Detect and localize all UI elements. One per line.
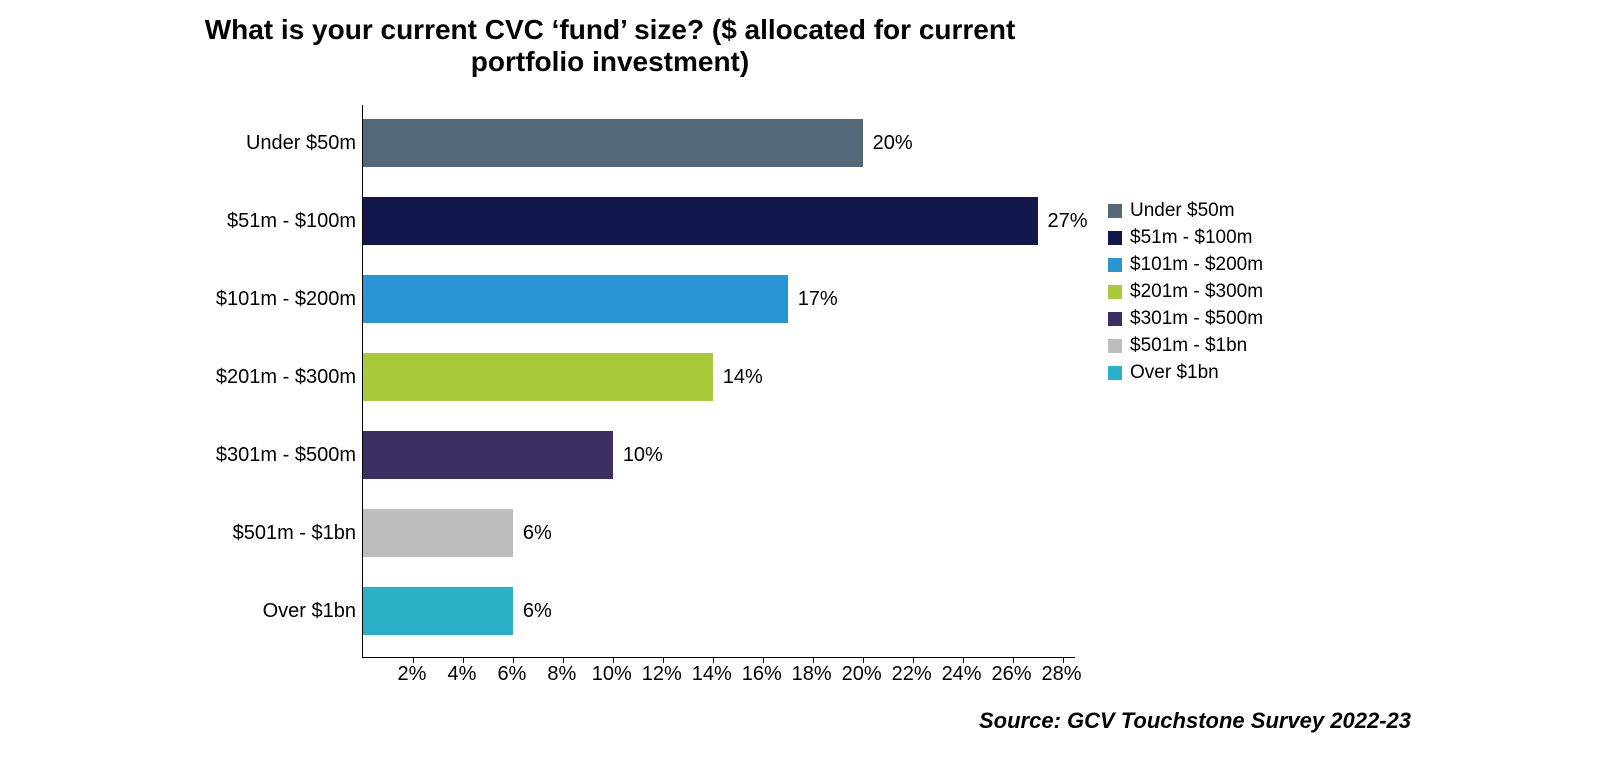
y-axis-category-label: $51m - $100m bbox=[0, 197, 356, 245]
x-axis-tick-label: 22% bbox=[892, 663, 932, 686]
bar-value-label: 14% bbox=[713, 353, 763, 401]
chart-container: What is your current CVC ‘fund’ size? ($… bbox=[0, 0, 1611, 767]
legend-swatch bbox=[1108, 312, 1122, 326]
chart-title: What is your current CVC ‘fund’ size? ($… bbox=[200, 14, 1020, 78]
y-axis-category-label: Under $50m bbox=[0, 119, 356, 167]
bar-row: 6% bbox=[363, 509, 1075, 557]
legend-item: Over $1bn bbox=[1108, 362, 1263, 384]
legend-swatch bbox=[1108, 285, 1122, 299]
x-axis-tick-label: 8% bbox=[547, 663, 576, 686]
x-axis-tick-label: 20% bbox=[842, 663, 882, 686]
legend-item: $201m - $300m bbox=[1108, 281, 1263, 303]
bar bbox=[363, 353, 713, 401]
bar bbox=[363, 431, 613, 479]
legend-swatch bbox=[1108, 204, 1122, 218]
bar-row: 20% bbox=[363, 119, 1075, 167]
x-axis-tick-label: 26% bbox=[992, 663, 1032, 686]
bar-value-label: 17% bbox=[788, 275, 838, 323]
legend-item: $501m - $1bn bbox=[1108, 335, 1263, 357]
bar-value-label: 6% bbox=[513, 509, 552, 557]
y-axis-category-label: $101m - $200m bbox=[0, 275, 356, 323]
legend-label: $301m - $500m bbox=[1130, 308, 1263, 330]
legend-swatch bbox=[1108, 258, 1122, 272]
bars-group: 20% 27% 17% 14% 10% 6% 6% bbox=[363, 105, 1075, 657]
legend-item: Under $50m bbox=[1108, 200, 1263, 222]
y-axis-category-label: Over $1bn bbox=[0, 587, 356, 635]
x-axis-tick-label: 12% bbox=[642, 663, 682, 686]
bar-value-label: 10% bbox=[613, 431, 663, 479]
legend-label: $501m - $1bn bbox=[1130, 335, 1247, 357]
y-axis-category-label: $301m - $500m bbox=[0, 431, 356, 479]
legend-label: Over $1bn bbox=[1130, 362, 1219, 384]
bar-row: 10% bbox=[363, 431, 1075, 479]
bar-value-label: 27% bbox=[1038, 197, 1088, 245]
bar-row: 27% bbox=[363, 197, 1075, 245]
legend-label: $101m - $200m bbox=[1130, 254, 1263, 276]
legend-swatch bbox=[1108, 366, 1122, 380]
y-axis-category-label: $201m - $300m bbox=[0, 353, 356, 401]
x-axis-tick-label: 2% bbox=[398, 663, 427, 686]
plot-area: 20% 27% 17% 14% 10% 6% 6% bbox=[362, 105, 1075, 658]
legend-label: Under $50m bbox=[1130, 200, 1235, 222]
legend-item: $301m - $500m bbox=[1108, 308, 1263, 330]
bar-row: 14% bbox=[363, 353, 1075, 401]
bar bbox=[363, 275, 788, 323]
legend-item: $51m - $100m bbox=[1108, 227, 1263, 249]
bar-row: 6% bbox=[363, 587, 1075, 635]
legend-swatch bbox=[1108, 339, 1122, 353]
y-axis-labels: Under $50m $51m - $100m $101m - $200m $201m… bbox=[0, 105, 356, 657]
bar bbox=[363, 197, 1038, 245]
x-axis-tick-label: 24% bbox=[942, 663, 982, 686]
source-credit: Source: GCV Touchstone Survey 2022-23 bbox=[979, 708, 1411, 734]
legend: Under $50m $51m - $100m $101m - $200m $201m… bbox=[1108, 200, 1263, 389]
y-axis-category-label: $501m - $1bn bbox=[0, 509, 356, 557]
bar bbox=[363, 119, 863, 167]
bar-row: 17% bbox=[363, 275, 1075, 323]
bar bbox=[363, 509, 513, 557]
x-axis-tick-label: 16% bbox=[742, 663, 782, 686]
legend-swatch bbox=[1108, 231, 1122, 245]
legend-label: $201m - $300m bbox=[1130, 281, 1263, 303]
x-axis-tick-label: 28% bbox=[1041, 663, 1081, 686]
x-axis-tick-label: 14% bbox=[692, 663, 732, 686]
x-axis-tick-label: 4% bbox=[447, 663, 476, 686]
bar bbox=[363, 587, 513, 635]
bar-value-label: 6% bbox=[513, 587, 552, 635]
legend-item: $101m - $200m bbox=[1108, 254, 1263, 276]
x-axis-labels: 2%4%6%8%10%12%14%16%18%20%22%24%26%28% bbox=[362, 663, 1074, 693]
bar-value-label: 20% bbox=[863, 119, 913, 167]
x-axis-tick-label: 10% bbox=[592, 663, 632, 686]
x-axis-tick-label: 6% bbox=[497, 663, 526, 686]
x-axis-tick-label: 18% bbox=[792, 663, 832, 686]
legend-label: $51m - $100m bbox=[1130, 227, 1253, 249]
